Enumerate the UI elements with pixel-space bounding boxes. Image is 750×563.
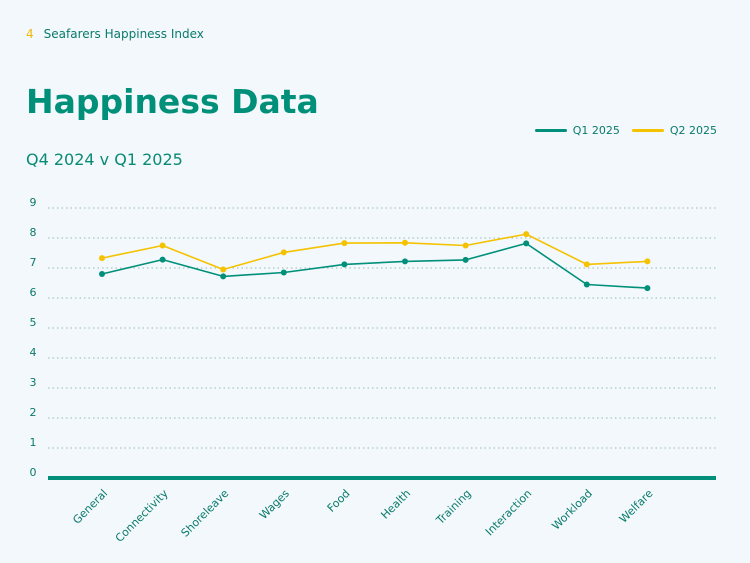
y-tick-label: 2 <box>30 406 37 419</box>
data-point-q1 <box>583 281 590 288</box>
x-tick-label: Wages <box>257 487 292 522</box>
data-point-q2 <box>99 255 105 262</box>
data-point-q2 <box>462 242 469 249</box>
data-point-q2 <box>583 261 590 268</box>
legend-item-q2: Q2 2025 <box>631 124 717 137</box>
data-point-q1 <box>462 256 469 263</box>
data-point-q1 <box>159 256 166 263</box>
data-point-q1 <box>523 240 530 247</box>
data-point-q1 <box>644 285 651 292</box>
y-tick-label: 7 <box>30 256 37 269</box>
chart-subtitle: Q4 2024 v Q1 2025 <box>26 150 183 169</box>
x-tick-label: Training <box>433 487 474 528</box>
publication-name: Seafarers Happiness Index <box>43 27 204 41</box>
page-header: 4 Seafarers Happiness Index <box>26 27 204 41</box>
x-tick-label: Welfare <box>617 487 656 526</box>
x-tick-label: Health <box>378 487 413 522</box>
series-line-q2 <box>101 233 648 271</box>
x-tick-label: Workload <box>549 487 595 533</box>
data-point-q1 <box>402 258 408 265</box>
data-point-q2 <box>220 266 227 273</box>
page-number: 4 <box>26 27 34 41</box>
data-point-q2 <box>644 258 651 265</box>
y-tick-label: 0 <box>30 466 37 479</box>
y-tick-label: 4 <box>30 346 37 359</box>
chart-title: Happiness Data <box>26 82 319 121</box>
y-tick-label: 1 <box>30 436 37 449</box>
data-point-q2 <box>280 249 287 256</box>
y-tick-label: 3 <box>30 376 37 389</box>
data-point-q1 <box>220 273 227 280</box>
data-point-q2 <box>159 242 166 249</box>
data-point-q1 <box>99 271 105 277</box>
chart-legend: Q1 2025 Q2 2025 <box>523 124 717 137</box>
x-tick-label: Shoreleave <box>179 487 232 540</box>
y-tick-label: 6 <box>30 286 37 299</box>
x-tick-label: Connectivity <box>113 487 171 545</box>
legend-label-q2: Q2 2025 <box>669 124 717 137</box>
x-tick-label: Food <box>325 487 353 515</box>
x-tick-label: General <box>70 487 110 527</box>
x-tick-label: Interaction <box>483 487 534 538</box>
data-point-q1 <box>280 269 287 276</box>
y-tick-label: 5 <box>30 316 37 329</box>
data-point-q2 <box>402 239 408 246</box>
data-point-q1 <box>341 261 348 268</box>
data-point-q2 <box>341 240 348 247</box>
y-tick-label: 8 <box>30 226 37 239</box>
data-point-q2 <box>523 231 530 238</box>
legend-swatch-q2 <box>631 129 664 132</box>
y-tick-label: 9 <box>30 196 37 209</box>
legend-swatch-q1 <box>534 129 567 132</box>
series-line-q1 <box>101 242 648 289</box>
legend-label-q1: Q1 2025 <box>572 124 620 137</box>
legend-item-q1: Q1 2025 <box>534 124 620 137</box>
